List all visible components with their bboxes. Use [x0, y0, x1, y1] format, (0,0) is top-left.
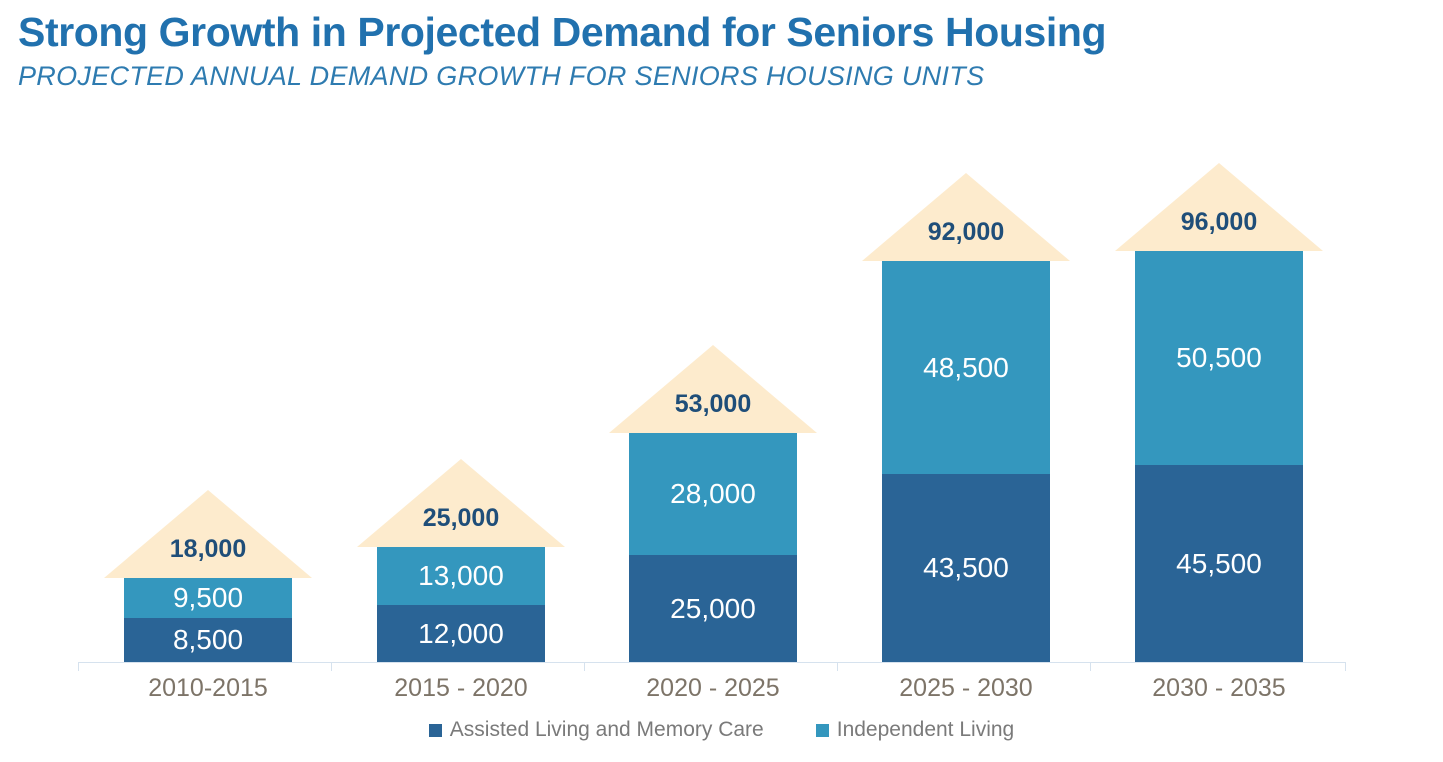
x-axis-label: 2010-2015 — [148, 674, 268, 702]
bar-group: 96,000 50,500 45,500 — [1109, 163, 1329, 662]
bar-segment-assisted-living[interactable]: 25,000 — [629, 555, 797, 662]
axis-tick — [584, 662, 585, 671]
axis-tick — [331, 662, 332, 671]
x-axis-label: 2020 - 2025 — [646, 674, 780, 702]
stacked-bar[interactable]: 48,500 43,500 — [882, 261, 1050, 662]
legend-item[interactable]: Assisted Living and Memory Care — [428, 718, 764, 742]
arrow-head-icon — [1115, 163, 1323, 251]
bar-segment-assisted-living[interactable]: 8,500 — [124, 618, 292, 662]
axis-tick — [837, 662, 838, 671]
legend-item[interactable]: Independent Living — [815, 718, 1015, 742]
arrow-head-icon — [862, 173, 1070, 261]
bar-group: 92,000 48,500 43,500 — [856, 173, 1076, 662]
arrow-head-icon — [357, 459, 565, 547]
stacked-bar[interactable]: 50,500 45,500 — [1135, 251, 1303, 662]
page-subtitle: PROJECTED ANNUAL DEMAND GROWTH FOR SENIO… — [18, 60, 985, 91]
arrow-head-icon — [609, 345, 817, 433]
legend-label: Assisted Living and Memory Care — [449, 718, 764, 741]
page-title: Strong Growth in Projected Demand for Se… — [18, 9, 1107, 55]
bar-group: 25,000 13,000 12,000 — [351, 459, 571, 662]
stacked-bar[interactable]: 28,000 25,000 — [629, 433, 797, 662]
bar-segment-independent-living[interactable]: 28,000 — [629, 433, 797, 555]
bar-segment-assisted-living[interactable]: 12,000 — [377, 605, 545, 662]
arrow-head-icon — [104, 490, 312, 578]
stacked-bar[interactable]: 9,500 8,500 — [124, 578, 292, 662]
bar-segment-independent-living[interactable]: 9,500 — [124, 578, 292, 618]
chart-header: Strong Growth in Projected Demand for Se… — [18, 9, 1418, 92]
axis-tick — [1345, 662, 1346, 671]
axis-tick — [78, 662, 79, 671]
bar-segment-independent-living[interactable]: 13,000 — [377, 547, 545, 605]
x-axis-label: 2030 - 2035 — [1152, 674, 1286, 702]
bar-total-label: 92,000 — [927, 218, 1005, 246]
x-axis-line — [78, 662, 1346, 663]
bar-segment-independent-living[interactable]: 48,500 — [882, 261, 1050, 474]
x-axis-label: 2025 - 2030 — [899, 674, 1033, 702]
bar-group: 53,000 28,000 25,000 — [603, 345, 823, 662]
bar-group: 18,000 9,500 8,500 — [98, 490, 318, 662]
bar-total-label: 18,000 — [169, 535, 247, 563]
bar-segment-assisted-living[interactable]: 45,500 — [1135, 465, 1303, 662]
square-marker-icon — [428, 723, 442, 737]
stacked-bar[interactable]: 13,000 12,000 — [377, 547, 545, 662]
chart-legend: Assisted Living and Memory Care Independe… — [0, 718, 1443, 742]
square-marker-icon — [815, 723, 829, 737]
axis-tick — [1090, 662, 1091, 671]
bar-total-label: 96,000 — [1180, 208, 1258, 236]
legend-label: Independent Living — [836, 718, 1015, 741]
bar-total-label: 25,000 — [422, 504, 500, 532]
bar-segment-independent-living[interactable]: 50,500 — [1135, 251, 1303, 465]
bar-total-label: 53,000 — [674, 390, 752, 418]
x-axis-label: 2015 - 2020 — [394, 674, 528, 702]
bar-segment-assisted-living[interactable]: 43,500 — [882, 474, 1050, 662]
